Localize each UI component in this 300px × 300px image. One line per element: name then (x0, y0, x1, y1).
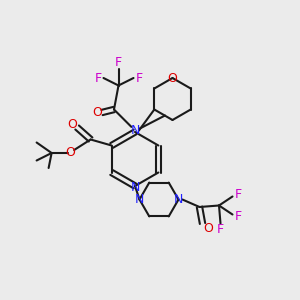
Text: F: F (234, 209, 242, 223)
Text: F: F (94, 71, 102, 85)
Text: O: O (92, 106, 102, 119)
Text: N: N (135, 193, 144, 206)
Text: O: O (66, 146, 76, 159)
Text: O: O (168, 71, 177, 85)
Text: F: F (217, 223, 224, 236)
Text: F: F (115, 56, 122, 70)
Text: N: N (174, 193, 183, 206)
Text: N: N (130, 124, 140, 137)
Text: F: F (234, 188, 242, 202)
Text: O: O (203, 221, 213, 235)
Text: F: F (135, 71, 142, 85)
Text: N: N (130, 181, 140, 194)
Text: O: O (68, 118, 78, 131)
